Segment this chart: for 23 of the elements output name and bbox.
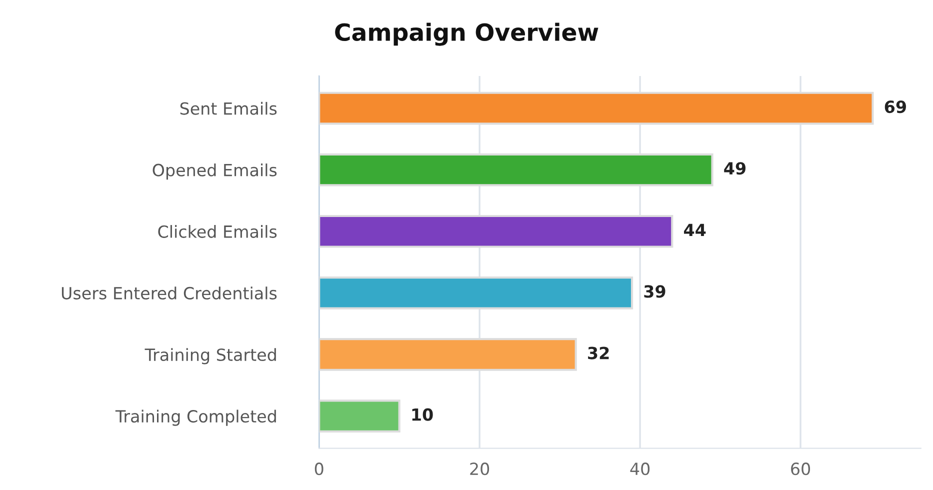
data-label: 69 [884, 100, 906, 114]
x-tick-label: 60 [791, 462, 810, 476]
data-label: 10 [412, 408, 433, 421]
bar [319, 400, 400, 432]
bar [319, 153, 714, 186]
data-label: 32 [588, 346, 609, 360]
x-tick-label: 20 [470, 462, 490, 476]
bar [319, 338, 577, 371]
y-tick-label: Opened Emails [152, 163, 277, 180]
y-tick-label: Users Entered Credentials [62, 286, 277, 300]
y-tick-label: Sent Emails [180, 102, 277, 115]
data-label: 49 [724, 162, 746, 175]
data-label: 44 [684, 224, 706, 236]
chart-title: Campaign Overview [335, 22, 598, 46]
data-label: 39 [644, 285, 666, 298]
y-tick-label: Training Started [144, 348, 276, 364]
y-tick-label: Training Completed [115, 410, 276, 426]
y-tick-label: Clicked Emails [158, 225, 277, 238]
x-tick-label: 40 [630, 462, 650, 476]
bar [319, 214, 674, 248]
x-tick-label: 0 [314, 462, 324, 476]
bar [319, 276, 634, 310]
bar [319, 92, 874, 125]
